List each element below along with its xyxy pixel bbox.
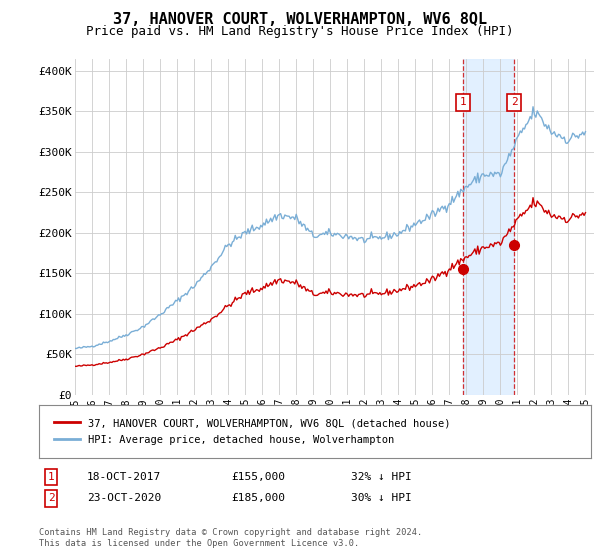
Text: 30% ↓ HPI: 30% ↓ HPI <box>351 493 412 503</box>
Text: Contains HM Land Registry data © Crown copyright and database right 2024.
This d: Contains HM Land Registry data © Crown c… <box>39 528 422 548</box>
Text: 32% ↓ HPI: 32% ↓ HPI <box>351 472 412 482</box>
Text: 2: 2 <box>511 97 517 108</box>
Text: 1: 1 <box>460 97 466 108</box>
Bar <box>463 59 514 395</box>
Legend: 37, HANOVER COURT, WOLVERHAMPTON, WV6 8QL (detached house), HPI: Average price, : 37, HANOVER COURT, WOLVERHAMPTON, WV6 8Q… <box>50 414 455 449</box>
Text: 37, HANOVER COURT, WOLVERHAMPTON, WV6 8QL: 37, HANOVER COURT, WOLVERHAMPTON, WV6 8Q… <box>113 12 487 27</box>
Text: 23-OCT-2020: 23-OCT-2020 <box>87 493 161 503</box>
Text: Price paid vs. HM Land Registry's House Price Index (HPI): Price paid vs. HM Land Registry's House … <box>86 25 514 38</box>
Text: £155,000: £155,000 <box>231 472 285 482</box>
Text: 18-OCT-2017: 18-OCT-2017 <box>87 472 161 482</box>
Text: 1: 1 <box>47 472 55 482</box>
Text: 2: 2 <box>47 493 55 503</box>
Text: £185,000: £185,000 <box>231 493 285 503</box>
